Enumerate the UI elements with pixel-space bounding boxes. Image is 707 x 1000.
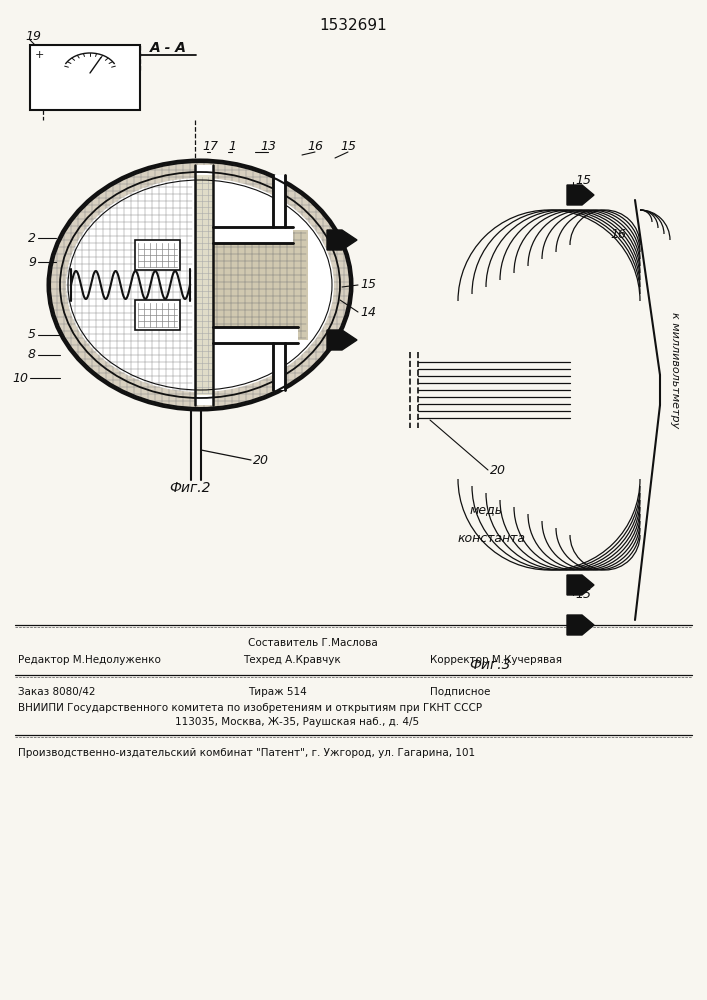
Polygon shape [567,615,594,635]
Text: к милливольтметру: к милливольтметру [670,312,680,428]
Text: 113035, Москва, Ж-35, Раушская наб., д. 4/5: 113035, Москва, Ж-35, Раушская наб., д. … [175,717,419,727]
Bar [273,175,285,227]
Text: Производственно-издательский комбинат "Патент", г. Ужгород, ул. Гагарина, 101: Производственно-издательский комбинат "П… [18,748,475,758]
Text: Техред А.Кравчук: Техред А.Кравчук [243,655,341,665]
Bar [208,230,308,340]
Bar [213,327,298,343]
Text: Подписное: Подписное [430,687,491,697]
Text: 15: 15 [575,174,591,186]
Text: 16: 16 [610,229,626,241]
Text: 1532691: 1532691 [319,17,387,32]
Bar [135,300,180,330]
Text: Тираж 514: Тираж 514 [248,687,307,697]
Text: 16: 16 [307,139,323,152]
Text: 9: 9 [28,255,36,268]
Text: 13: 13 [260,139,276,152]
Polygon shape [567,575,594,595]
Polygon shape [327,230,357,250]
Text: 20: 20 [490,464,506,477]
Text: константа: константа [458,532,526,544]
Text: 20: 20 [253,454,269,466]
Text: 19: 19 [25,30,41,43]
Bar [195,165,213,405]
Text: 1: 1 [228,139,236,152]
Bar [195,175,213,395]
Polygon shape [327,330,357,350]
Text: 15: 15 [575,588,591,601]
Ellipse shape [48,160,352,410]
Text: Корректор М.Кучерявая: Корректор М.Кучерявая [430,655,562,665]
Bar [135,240,180,270]
Text: 8: 8 [28,349,36,361]
Text: +: + [35,50,45,60]
Ellipse shape [66,178,334,392]
Text: Фиг.2: Фиг.2 [169,481,211,495]
Text: 17: 17 [202,139,218,152]
Text: Фиг.3: Фиг.3 [469,658,510,672]
Ellipse shape [48,160,352,410]
Text: 2: 2 [28,232,36,244]
Text: Редактор М.Недолуженко: Редактор М.Недолуженко [18,655,161,665]
Text: A - A: A - A [149,41,187,55]
Text: 5: 5 [28,328,36,342]
Text: Составитель Г.Маслова: Составитель Г.Маслова [248,638,378,648]
Polygon shape [567,185,594,205]
Text: медь: медь [470,504,503,516]
Bar [30,45,140,110]
Text: 15: 15 [360,278,376,292]
Text: 10: 10 [12,371,28,384]
Text: Заказ 8080/42: Заказ 8080/42 [18,687,95,697]
Bar [213,227,293,243]
Text: 15: 15 [340,139,356,152]
Bar [273,343,285,390]
Text: ВНИИПИ Государственного комитета по изобретениям и открытиям при ГКНТ СССР: ВНИИПИ Государственного комитета по изоб… [18,703,482,713]
Text: 14: 14 [360,306,376,318]
